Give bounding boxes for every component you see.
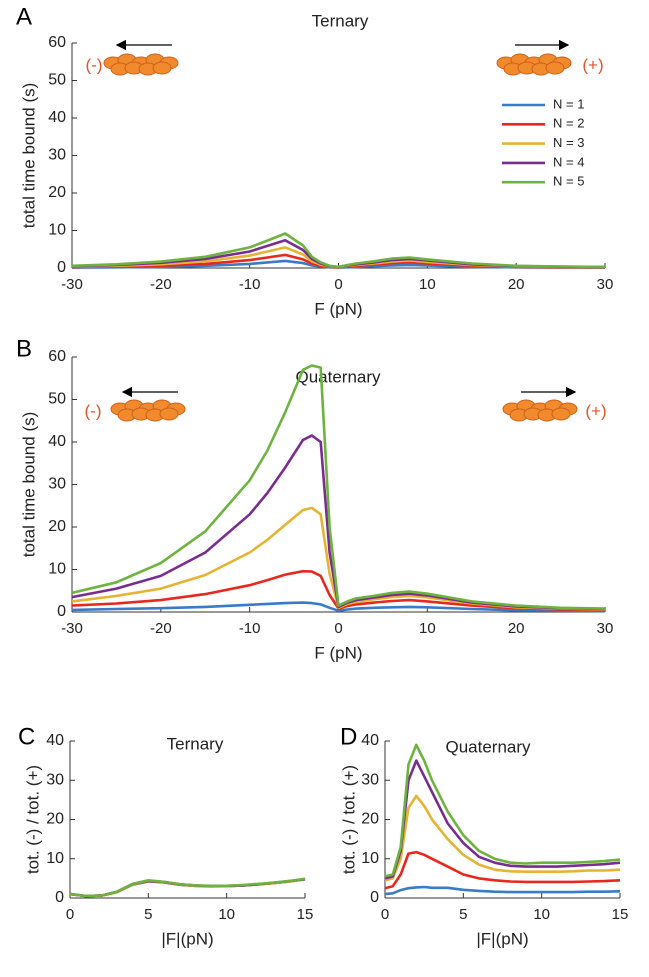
y-axis-label: tot. (-) / tot. (+) — [339, 765, 358, 874]
x-tick-label: -20 — [150, 276, 172, 293]
chart-title: Ternary — [312, 11, 369, 30]
x-tick-label: 0 — [334, 276, 342, 293]
legend-label: N = 2 — [553, 116, 584, 131]
panel-letter: C — [18, 723, 35, 750]
y-tick-label: 60 — [48, 34, 66, 51]
legend-label: N = 3 — [553, 135, 584, 150]
y-axis-label: total time bound (s) — [19, 412, 38, 558]
annotation: (-) — [86, 55, 103, 74]
y-tick-label: 0 — [57, 603, 66, 620]
y-tick-label: 30 — [361, 771, 379, 788]
chart-title: Ternary — [167, 734, 224, 753]
series-line — [384, 743, 621, 878]
y-tick-label: 50 — [48, 72, 66, 89]
x-tick-label: -30 — [61, 276, 83, 293]
annotation: (+) — [585, 401, 606, 420]
panel-letter: A — [16, 3, 32, 30]
y-tick-label: 0 — [55, 889, 64, 906]
y-tick-label: 30 — [46, 771, 64, 788]
x-tick-label: 10 — [419, 276, 436, 293]
x-tick-label: 10 — [218, 906, 235, 923]
annotation: (+) — [582, 55, 603, 74]
series-line — [384, 759, 621, 880]
x-axis-label: F (pN) — [314, 643, 362, 662]
series-line — [69, 877, 306, 898]
y-axis-label: total time bound (s) — [19, 83, 38, 229]
chart-title: Quaternary — [295, 367, 381, 386]
chart-title: Quaternary — [445, 737, 531, 756]
y-tick-label: 10 — [48, 561, 66, 578]
y-tick-label: 10 — [48, 222, 66, 239]
y-tick-label: 40 — [48, 433, 66, 450]
x-tick-label: -30 — [61, 620, 83, 637]
x-tick-label: 30 — [597, 620, 614, 637]
y-tick-label: 0 — [57, 259, 66, 276]
series-line — [384, 794, 621, 882]
x-tick-label: 5 — [144, 906, 152, 923]
legend-label: N = 5 — [553, 174, 584, 189]
series-line — [71, 601, 606, 613]
y-tick-label: 20 — [361, 811, 379, 828]
x-tick-label: 0 — [66, 906, 74, 923]
y-tick-label: 30 — [48, 476, 66, 493]
x-axis-label: |F|(pN) — [476, 929, 528, 948]
x-axis-label: |F|(pN) — [161, 929, 213, 948]
y-axis-label: tot. (-) / tot. (+) — [23, 765, 42, 874]
y-tick-label: 20 — [48, 518, 66, 535]
y-tick-label: 20 — [48, 184, 66, 201]
series-line — [71, 232, 606, 269]
panel-letter: D — [340, 723, 357, 750]
annotation: (-) — [85, 401, 102, 420]
x-tick-label: 5 — [459, 906, 467, 923]
x-tick-label: -10 — [239, 620, 261, 637]
x-tick-label: 15 — [297, 906, 314, 923]
x-tick-label: 15 — [612, 906, 629, 923]
x-axis-label: F (pN) — [314, 299, 362, 318]
y-tick-label: 30 — [48, 147, 66, 164]
y-tick-label: 10 — [46, 850, 64, 867]
series-line — [384, 885, 621, 896]
x-tick-label: 0 — [381, 906, 389, 923]
x-tick-label: 10 — [419, 620, 436, 637]
x-tick-label: 20 — [508, 620, 525, 637]
x-tick-label: 0 — [334, 620, 342, 637]
y-tick-label: 10 — [361, 850, 379, 867]
series-line — [71, 569, 606, 612]
y-tick-label: 60 — [48, 348, 66, 365]
x-tick-label: -10 — [239, 276, 261, 293]
legend-label: N = 4 — [553, 154, 584, 169]
y-tick-label: 40 — [361, 732, 379, 749]
y-tick-label: 20 — [46, 811, 64, 828]
motor-graphics — [103, 39, 578, 422]
series-line — [384, 850, 621, 890]
y-tick-label: 40 — [48, 109, 66, 126]
y-tick-label: 0 — [370, 889, 379, 906]
legend-label: N = 1 — [553, 96, 584, 111]
y-tick-label: 40 — [46, 732, 64, 749]
x-tick-label: 20 — [508, 276, 525, 293]
x-tick-label: 30 — [597, 276, 614, 293]
panel-letter: B — [16, 335, 32, 362]
series-line — [71, 434, 606, 611]
y-tick-label: 50 — [48, 391, 66, 408]
series-line — [71, 506, 606, 611]
x-tick-label: -20 — [150, 620, 172, 637]
x-tick-label: 10 — [533, 906, 550, 923]
series-line — [71, 364, 606, 610]
